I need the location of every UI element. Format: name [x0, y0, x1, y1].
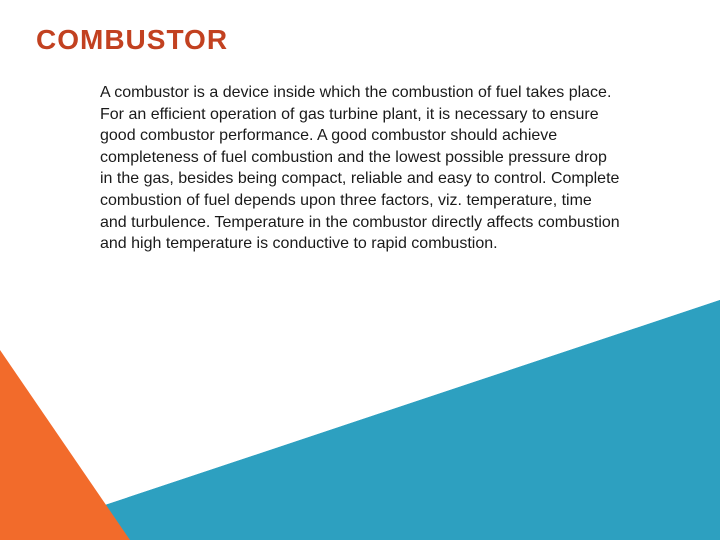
slide-heading: COMBUSTOR — [36, 24, 228, 56]
decor-triangle-orange — [0, 350, 130, 540]
slide: COMBUSTOR A combustor is a device inside… — [0, 0, 720, 540]
slide-body-text: A combustor is a device inside which the… — [100, 82, 620, 255]
decor-triangle-blue — [0, 300, 720, 540]
